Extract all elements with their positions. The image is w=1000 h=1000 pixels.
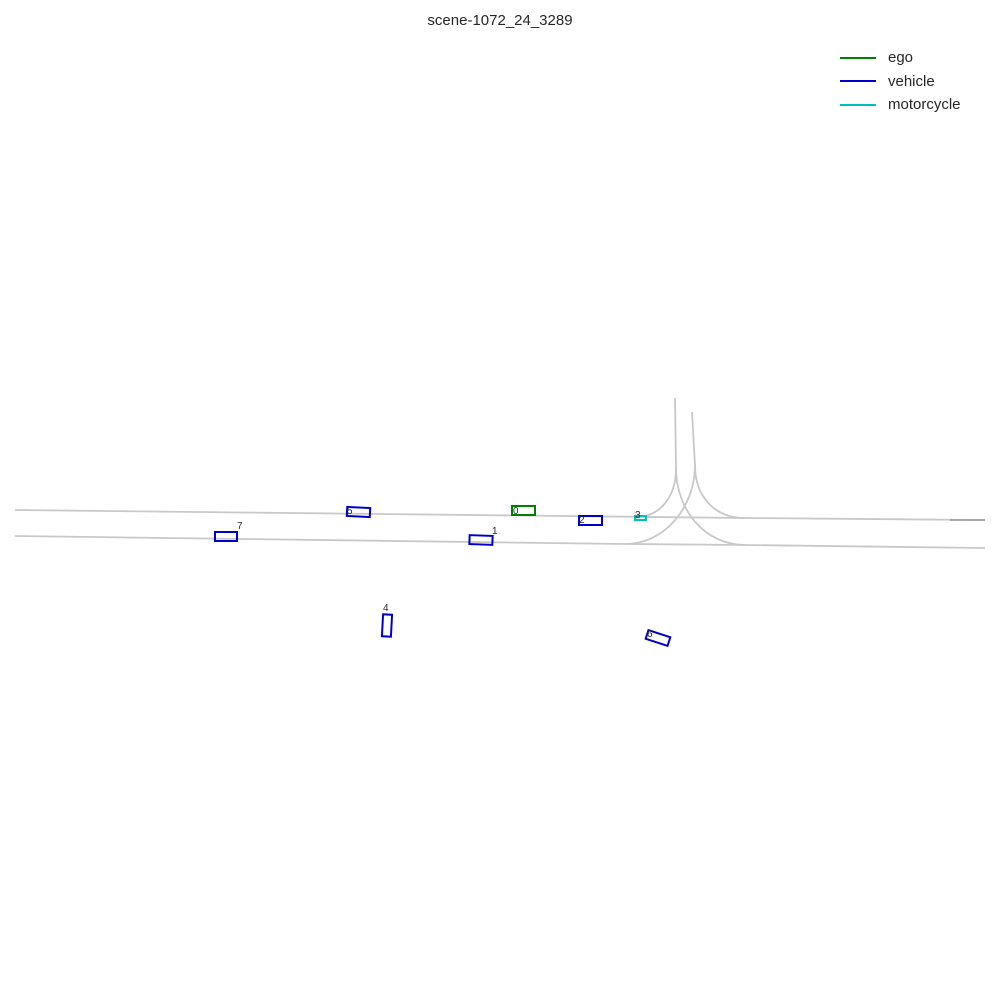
legend: ego vehicle motorcycle bbox=[840, 46, 961, 117]
agent-label-0: 0 bbox=[513, 506, 519, 517]
legend-swatch-motorcycle bbox=[840, 103, 876, 106]
agent-box-3 bbox=[634, 515, 647, 521]
agent-label-6: 6 bbox=[647, 629, 653, 640]
lane-lower bbox=[14, 535, 986, 549]
legend-label-vehicle: vehicle bbox=[888, 72, 935, 90]
legend-entry-ego: ego bbox=[840, 46, 961, 70]
agent-box-0 bbox=[511, 505, 536, 516]
lane-branch-right bbox=[691, 411, 696, 466]
lane-curve-right-out bbox=[694, 464, 746, 519]
lane-lines bbox=[14, 397, 986, 549]
legend-swatch-vehicle bbox=[840, 80, 876, 83]
lane-curve-right-in bbox=[624, 464, 696, 545]
agent-label-4: 4 bbox=[383, 603, 389, 614]
lane-branch-left bbox=[674, 397, 677, 469]
legend-entry-vehicle: vehicle bbox=[840, 70, 961, 94]
legend-label-motorcycle: motorcycle bbox=[888, 96, 961, 114]
lane-curve-left-out bbox=[675, 467, 746, 546]
agent-box-1 bbox=[468, 534, 494, 546]
legend-entry-motorcycle: motorcycle bbox=[840, 93, 961, 117]
agent-label-3: 3 bbox=[635, 510, 641, 521]
agent-label-5: 5 bbox=[347, 506, 353, 517]
scene-title: scene-1072_24_3289 bbox=[427, 12, 573, 29]
agent-box-6 bbox=[644, 628, 672, 648]
legend-swatch-ego bbox=[840, 56, 876, 59]
agents: 0 1 2 3 4 5 6 7 bbox=[214, 505, 672, 648]
legend-label-ego: ego bbox=[888, 49, 914, 67]
agent-box-5 bbox=[345, 505, 372, 519]
agent-box-2 bbox=[578, 515, 603, 526]
agent-label-2: 2 bbox=[579, 515, 585, 526]
lane-upper bbox=[14, 509, 986, 521]
lane-curve-left-in bbox=[634, 467, 677, 519]
agent-box-4 bbox=[380, 613, 394, 638]
agent-label-7: 7 bbox=[237, 521, 243, 532]
agent-box-7 bbox=[214, 531, 238, 542]
agent-label-1: 1 bbox=[492, 526, 498, 537]
